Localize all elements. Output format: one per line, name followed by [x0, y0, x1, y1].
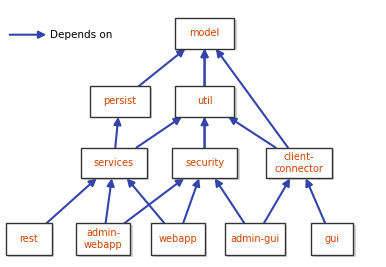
Bar: [174, 18, 235, 49]
Text: model: model: [190, 28, 220, 38]
Text: admin-
webapp: admin- webapp: [84, 228, 123, 250]
Bar: [177, 20, 237, 50]
Bar: [177, 88, 237, 119]
Bar: [83, 149, 149, 180]
Bar: [153, 225, 207, 257]
Bar: [6, 223, 52, 255]
Bar: [79, 225, 133, 257]
Bar: [90, 86, 150, 117]
Bar: [174, 86, 235, 117]
Bar: [76, 223, 130, 255]
Text: security: security: [185, 158, 224, 168]
Text: client-
connector: client- connector: [275, 152, 323, 174]
Bar: [311, 223, 353, 255]
Bar: [151, 223, 205, 255]
Bar: [266, 147, 332, 178]
Bar: [313, 225, 356, 257]
Bar: [174, 149, 240, 180]
Text: admin-gui: admin-gui: [230, 234, 279, 244]
Text: gui: gui: [324, 234, 340, 244]
Text: util: util: [197, 96, 212, 107]
Bar: [92, 88, 152, 119]
Text: services: services: [94, 158, 134, 168]
Bar: [81, 147, 147, 178]
Bar: [227, 225, 287, 257]
Text: rest: rest: [20, 234, 38, 244]
Bar: [225, 223, 285, 255]
Bar: [8, 225, 54, 257]
Bar: [172, 147, 237, 178]
Text: Depends on: Depends on: [50, 30, 113, 40]
Bar: [269, 149, 334, 180]
Text: webapp: webapp: [158, 234, 197, 244]
Text: persist: persist: [103, 96, 136, 107]
